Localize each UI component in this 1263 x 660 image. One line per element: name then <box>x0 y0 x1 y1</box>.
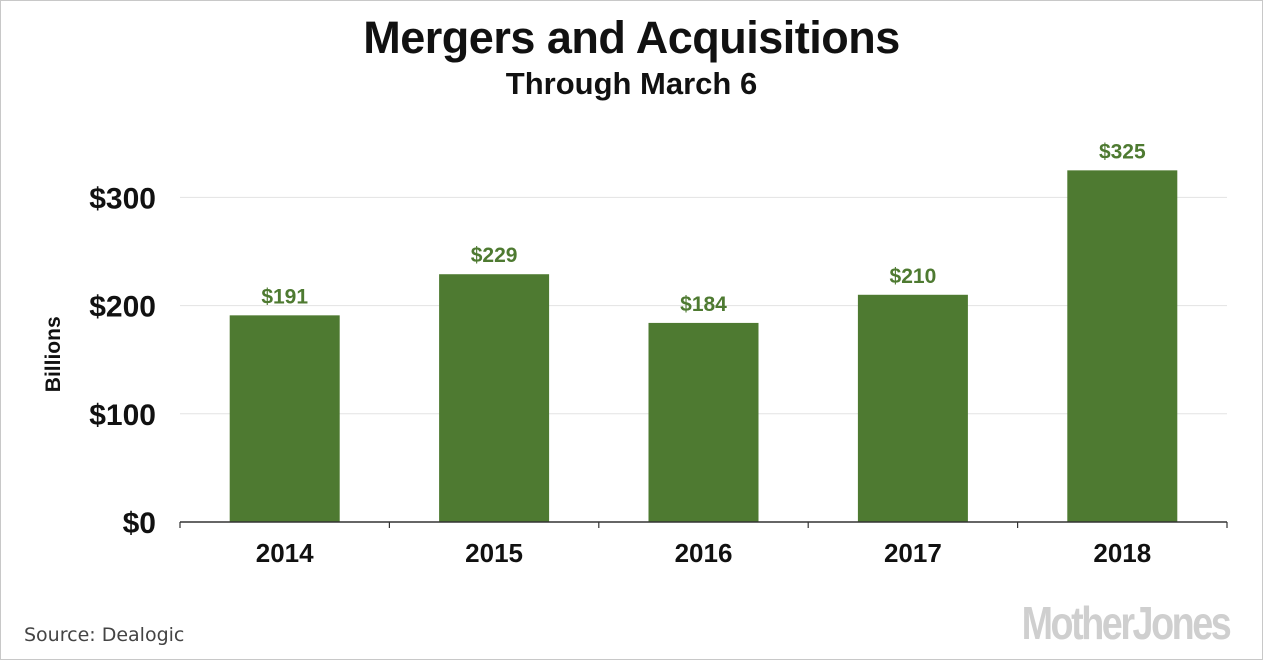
data-label: $325 <box>1099 140 1146 163</box>
bar <box>857 294 968 522</box>
chart-title: Mergers and Acquisitions <box>363 12 900 63</box>
bar <box>648 322 759 522</box>
mother-jones-logo: MotherJones <box>1021 597 1231 649</box>
data-label: $184 <box>680 293 727 316</box>
x-tick-label: 2017 <box>884 538 942 568</box>
y-tick-label: $0 <box>123 507 156 540</box>
x-tick-label: 2015 <box>465 538 523 568</box>
y-tick-label: $300 <box>89 182 156 215</box>
y-tick-label: $200 <box>89 291 156 324</box>
x-tick-label: 2014 <box>256 538 314 568</box>
bar <box>1067 170 1178 522</box>
source-note: Source: Dealogic <box>24 624 185 646</box>
bar <box>229 315 340 522</box>
data-label: $210 <box>890 265 937 288</box>
data-label: $191 <box>261 285 308 308</box>
data-label: $229 <box>471 244 518 267</box>
y-axis-title: Billions <box>42 316 65 392</box>
x-tick-label: 2018 <box>1093 538 1151 568</box>
x-tick-label: 2016 <box>675 538 733 568</box>
bar <box>439 274 550 522</box>
y-tick-label: $100 <box>89 399 156 432</box>
chart-subtitle: Through March 6 <box>505 66 758 101</box>
